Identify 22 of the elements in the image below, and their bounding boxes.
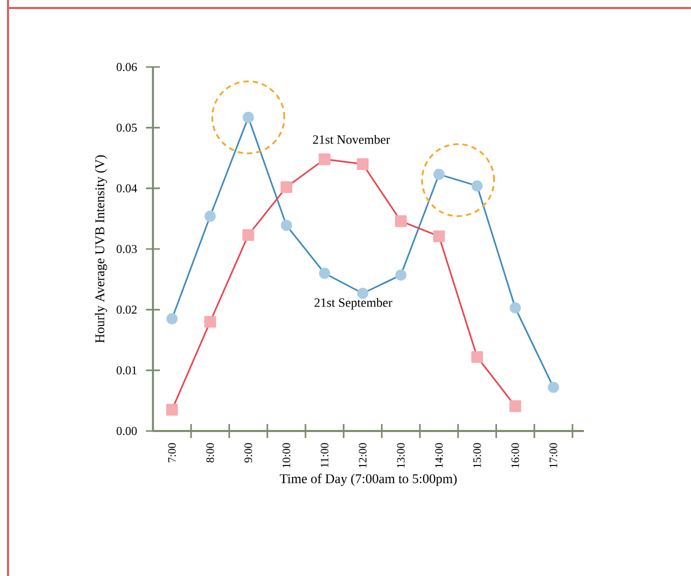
series-label: 21st September	[314, 298, 392, 310]
y-tick-label: 0.05	[116, 124, 137, 132]
y-tick-label: 0.02	[116, 306, 137, 314]
x-tick-label: 10:00	[282, 443, 290, 468]
y-tick-label: 0.01	[116, 366, 137, 374]
x-tick-label: 7:00	[168, 443, 176, 462]
y-axis-title: Hourly Average UVB Intensity (V)	[94, 155, 108, 343]
x-tick-label: 16:00	[511, 443, 520, 468]
x-tick-label: 15:00	[473, 443, 481, 468]
x-tick-label: 13:00	[397, 443, 405, 468]
y-tick-label: 0.03	[116, 244, 137, 254]
x-tick-label: 8:00	[206, 443, 214, 462]
x-tick-label: 9:00	[244, 443, 252, 463]
x-tick-label: 12:00	[358, 443, 367, 468]
x-tick-label: 17:00	[550, 443, 558, 468]
x-axis-title: Time of Day (7:00am to 5:00pm)	[280, 474, 457, 486]
y-tick-label: 0.04	[116, 184, 138, 192]
x-tick-label: 11:00	[320, 443, 328, 468]
x-tick-label: 14:00	[435, 443, 443, 468]
y-tick-label: 0.00	[116, 426, 137, 436]
y-tick-label: 0.06	[116, 62, 137, 72]
series-label: 21st November	[312, 134, 390, 144]
